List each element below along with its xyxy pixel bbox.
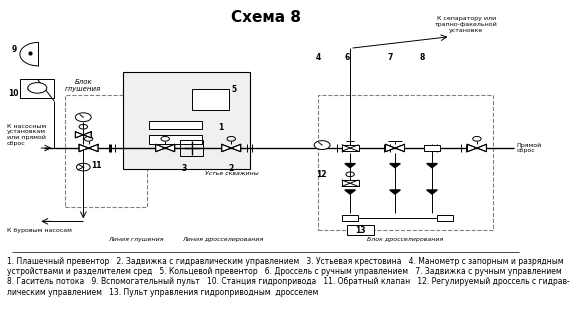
Polygon shape xyxy=(390,190,400,194)
Bar xyxy=(149,135,202,144)
Text: 2: 2 xyxy=(228,164,234,173)
Text: 7: 7 xyxy=(387,52,393,61)
Text: 11: 11 xyxy=(91,161,102,170)
Polygon shape xyxy=(426,190,437,194)
Polygon shape xyxy=(345,164,355,168)
Bar xyxy=(180,140,203,156)
Bar xyxy=(342,215,358,221)
Text: Блок дросселирования: Блок дросселирования xyxy=(367,237,444,242)
Text: 9: 9 xyxy=(12,45,17,54)
Text: Схема 8: Схема 8 xyxy=(231,10,301,25)
Bar xyxy=(347,225,374,234)
Text: 12: 12 xyxy=(316,170,327,179)
Bar xyxy=(20,79,54,98)
Text: К насосным
установкам
или прямой
сброс: К насосным установкам или прямой сброс xyxy=(7,124,46,146)
Text: Блок
глушения: Блок глушения xyxy=(65,79,102,92)
Bar xyxy=(149,121,202,129)
Text: 3: 3 xyxy=(181,164,187,173)
Polygon shape xyxy=(467,144,477,152)
Text: 8: 8 xyxy=(420,52,425,61)
Circle shape xyxy=(314,141,330,150)
Bar xyxy=(342,180,359,186)
Polygon shape xyxy=(390,164,400,168)
Polygon shape xyxy=(88,144,98,152)
Polygon shape xyxy=(395,144,405,152)
Text: 13: 13 xyxy=(355,226,366,234)
Polygon shape xyxy=(79,144,88,152)
Bar xyxy=(319,95,492,230)
Polygon shape xyxy=(477,144,486,152)
Polygon shape xyxy=(426,164,437,168)
Bar xyxy=(192,90,228,110)
Text: Устье скважины: Устье скважины xyxy=(205,171,258,176)
Polygon shape xyxy=(231,144,241,152)
Polygon shape xyxy=(222,144,231,152)
Text: 1. Плашечный превентор   2. Задвижка с гидравлическим управлением   3. Устьевая : 1. Плашечный превентор 2. Задвижка с гид… xyxy=(7,257,569,297)
Polygon shape xyxy=(165,144,174,152)
Text: 1: 1 xyxy=(218,123,223,132)
Text: К сепаратору или
трапно-факельной
установке: К сепаратору или трапно-факельной устано… xyxy=(435,16,498,33)
Text: К буровым насосам: К буровым насосам xyxy=(7,228,72,232)
Text: Прямой
сброс: Прямой сброс xyxy=(517,143,542,154)
Text: 4: 4 xyxy=(316,52,321,61)
Circle shape xyxy=(75,113,91,122)
Polygon shape xyxy=(156,144,165,152)
Bar xyxy=(424,145,440,151)
Bar xyxy=(342,145,359,151)
Circle shape xyxy=(28,82,47,93)
Polygon shape xyxy=(83,132,91,138)
Polygon shape xyxy=(386,144,395,152)
Text: 6: 6 xyxy=(345,52,350,61)
Bar xyxy=(123,72,250,169)
Text: 10: 10 xyxy=(8,89,18,98)
Polygon shape xyxy=(75,132,83,138)
Text: 5: 5 xyxy=(231,85,236,94)
Polygon shape xyxy=(345,190,355,194)
Text: Линия глушения: Линия глушения xyxy=(108,237,164,242)
Bar xyxy=(65,95,147,207)
Circle shape xyxy=(76,163,90,171)
Text: Линия дросселирования: Линия дросселирования xyxy=(183,237,264,242)
Bar xyxy=(437,215,453,221)
